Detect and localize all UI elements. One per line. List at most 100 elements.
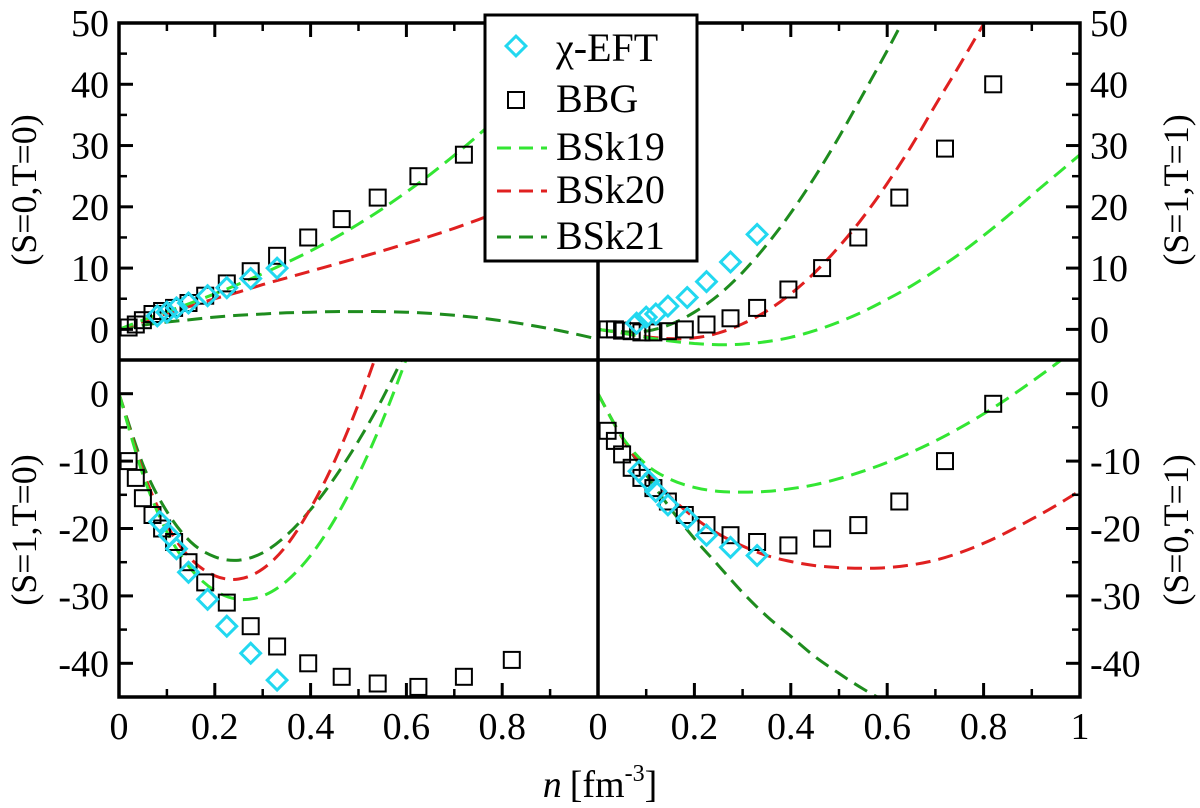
point-bbg-bottom-right xyxy=(984,394,1003,413)
point-chi-eft-top-left xyxy=(238,266,263,291)
point-bbg-top-right xyxy=(890,188,909,207)
point-chi-eft-top-left xyxy=(214,275,239,300)
plot-area-top-left xyxy=(119,112,598,341)
point-bbg-top-right xyxy=(849,228,868,247)
point-chi-eft-top-right xyxy=(643,301,668,327)
legend-box xyxy=(483,13,699,263)
point-bbg-bottom-left xyxy=(409,677,428,696)
point-bbg-bottom-right xyxy=(890,492,909,511)
point-bbg-top-right xyxy=(632,323,651,342)
point-bbg-bottom-left xyxy=(368,674,387,693)
series-line-bsk21-top-right xyxy=(598,23,904,334)
ytick-label-top-right: 10 xyxy=(1090,248,1128,290)
panel-top-right xyxy=(598,23,1080,347)
legend-label-chi-eft: χ-EFT xyxy=(555,25,658,70)
ytick-label-top-right: 40 xyxy=(1090,64,1128,106)
point-bbg-bottom-left xyxy=(133,489,152,508)
point-chi-eft-bottom-right xyxy=(636,469,661,494)
ytick-label-bottom-left: -20 xyxy=(58,509,109,551)
xtick-label-bottom-left: 0.4 xyxy=(287,706,335,748)
ytick-label-bottom-left: 0 xyxy=(90,374,109,416)
xtick-label-bottom-right: 0.2 xyxy=(671,706,719,748)
point-chi-eft-top-right xyxy=(694,269,719,294)
legend-label-bbg: BBG xyxy=(556,76,638,121)
point-bbg-top-left xyxy=(217,274,236,293)
point-bbg-top-left xyxy=(241,262,260,281)
series-line-bsk21-top-left xyxy=(119,310,598,341)
point-chi-eft-top-right xyxy=(634,305,659,330)
point-chi-eft-top-left xyxy=(154,300,179,325)
xtick-label-bottom-left: 0.8 xyxy=(478,706,526,748)
ylabel-top-right: (S=1,T=1) xyxy=(1156,114,1196,266)
legend-label-bsk19: BSk19 xyxy=(556,124,665,169)
ylabel-bottom-left: (S=1,T=0) xyxy=(4,454,44,606)
point-bbg-top-right xyxy=(779,280,798,299)
ytick-label-top-right: 0 xyxy=(1090,309,1109,351)
ytick-label-bottom-right: -40 xyxy=(1090,643,1141,685)
point-chi-eft-top-right xyxy=(675,285,700,310)
point-bbg-bottom-right xyxy=(936,452,954,471)
point-chi-eft-bottom-right xyxy=(655,492,680,517)
legend-marker-chi-eft xyxy=(503,33,529,59)
point-bbg-bottom-right xyxy=(849,516,868,535)
ylabel-top-left: (S=0,T=0) xyxy=(4,114,44,266)
point-bbg-bottom-right xyxy=(779,536,798,555)
point-bbg-bottom-left xyxy=(126,468,145,487)
panel-top-left xyxy=(119,112,598,341)
ytick-label-bottom-left: -10 xyxy=(58,441,109,483)
ytick-label-bottom-left: -40 xyxy=(58,643,109,685)
series-line-bsk20-top-left xyxy=(119,190,551,331)
ytick-label-top-right: 50 xyxy=(1090,3,1128,45)
point-bbg-top-left xyxy=(368,188,387,207)
legend-item-chi-eft: χ-EFT xyxy=(503,25,658,70)
point-chi-eft-bottom-left xyxy=(176,560,201,585)
point-chi-eft-bottom-right xyxy=(718,535,743,560)
ytick-label-top-right: 20 xyxy=(1090,187,1128,229)
point-bbg-bottom-right xyxy=(721,526,740,545)
legend: χ-EFT BBG BSk19 BSk20 BSk21 xyxy=(483,13,699,263)
point-chi-eft-bottom-left xyxy=(164,536,189,561)
plot-area-top-right xyxy=(598,23,1080,347)
ytick-label-bottom-right: -10 xyxy=(1090,441,1141,483)
point-chi-eft-top-right xyxy=(745,222,770,247)
legend-label-bsk21: BSk21 xyxy=(556,213,665,258)
point-bbg-top-right xyxy=(813,259,832,278)
point-chi-eft-top-right xyxy=(718,249,743,275)
legend-label-bsk20: BSk20 xyxy=(556,167,665,212)
plot-area-bottom-left xyxy=(119,360,521,696)
point-chi-eft-bottom-right xyxy=(643,479,668,504)
point-bbg-top-left xyxy=(332,210,351,229)
point-bbg-top-left xyxy=(454,145,473,164)
xtick-label-bottom-right: 0 xyxy=(589,706,608,748)
point-chi-eft-bottom-left xyxy=(195,587,220,612)
xlabel-unit: [fm xyxy=(570,764,625,806)
point-bbg-bottom-right xyxy=(697,516,716,535)
point-bbg-top-right xyxy=(697,315,716,334)
point-bbg-top-left xyxy=(299,228,318,247)
point-chi-eft-top-left xyxy=(176,290,201,316)
point-bbg-bottom-left xyxy=(454,667,473,686)
point-chi-eft-bottom-left xyxy=(147,509,172,534)
xlabel-close: ] xyxy=(645,764,658,806)
point-chi-eft-bottom-left xyxy=(238,641,263,666)
point-bbg-bottom-left xyxy=(299,654,318,673)
point-chi-eft-top-left xyxy=(145,303,170,328)
series-line-bsk20-bottom-right xyxy=(598,392,1080,570)
ytick-label-top-left: 0 xyxy=(90,309,109,351)
point-bbg-bottom-right xyxy=(613,445,632,464)
point-chi-eft-top-right xyxy=(624,311,649,336)
point-bbg-bottom-left xyxy=(502,650,521,669)
series-line-bsk19-bottom-left xyxy=(119,360,408,602)
point-bbg-top-left xyxy=(268,246,287,265)
ytick-label-top-left: 50 xyxy=(71,3,109,45)
point-bbg-bottom-left xyxy=(241,617,260,636)
xtick-label-bottom-left: 0.2 xyxy=(191,706,239,748)
point-bbg-top-right xyxy=(613,321,632,340)
point-bbg-top-right xyxy=(644,323,663,342)
xtick-label-bottom-left: 0.6 xyxy=(383,706,431,748)
point-bbg-bottom-right xyxy=(748,533,767,551)
xlabel: n [fm-3] xyxy=(543,761,658,806)
ytick-label-top-left: 10 xyxy=(71,248,109,290)
series-line-bsk21-bottom-right xyxy=(598,392,881,697)
point-bbg-top-right xyxy=(748,298,767,317)
